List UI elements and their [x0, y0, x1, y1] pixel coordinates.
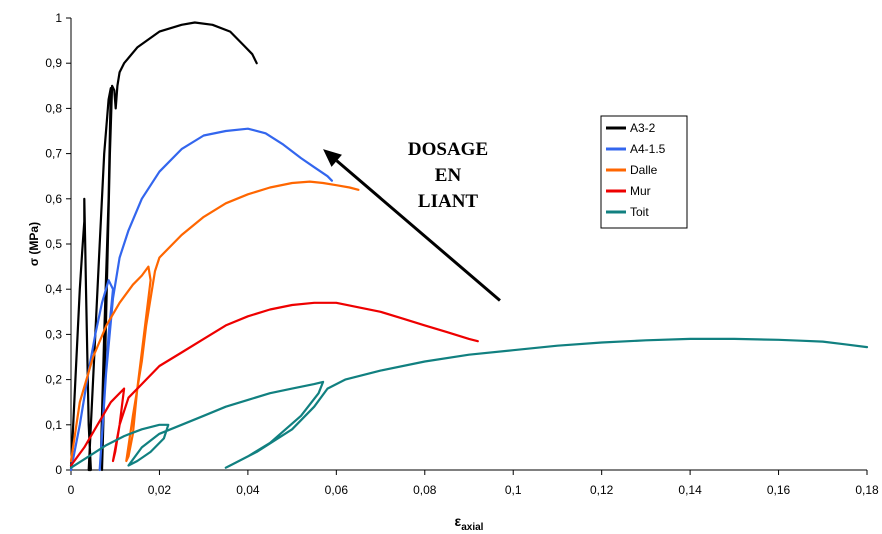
x-tick-label: 0,1 — [505, 483, 522, 497]
arrow-line — [335, 159, 501, 302]
series-line-dalle — [69, 180, 360, 463]
series-line-mur — [69, 301, 479, 467]
legend-label: A4-1.5 — [630, 142, 666, 156]
y-tick-label: 0,4 — [45, 282, 62, 296]
legend-box — [600, 115, 688, 229]
legend-label: Mur — [630, 184, 651, 198]
x-axis-title: εaxial — [455, 513, 484, 533]
legend: A3-2 A4-1.5 Dalle Mur Toit — [600, 115, 688, 229]
y-tick-label: 0,3 — [45, 327, 62, 341]
x-axis-title-main: ε — [455, 513, 462, 529]
y-tick-label: 0,9 — [45, 56, 62, 70]
arrow-head — [323, 149, 342, 167]
y-tick-label: 0,8 — [45, 101, 62, 115]
dosage-annotation: DOSAGE EN LIANT — [323, 139, 501, 302]
legend-label: A3-2 — [630, 121, 656, 135]
x-tick-label: 0,08 — [413, 483, 437, 497]
y-tick-label: 0,6 — [45, 192, 62, 206]
x-tick-label: 0,04 — [236, 483, 260, 497]
y-tick-label: 0,1 — [45, 418, 62, 432]
y-tick-label: 0,7 — [45, 147, 62, 161]
x-tick-label: 0 — [68, 483, 75, 497]
y-axis-title: σ (MPa) — [27, 222, 41, 266]
y-tick-label: 1 — [55, 11, 62, 25]
x-axis-title-subscript: axial — [461, 522, 483, 533]
x-tick-label: 0,12 — [590, 483, 614, 497]
annotation-line-3: LIANT — [418, 191, 479, 212]
x-tick-label: 0,02 — [148, 483, 172, 497]
annotation-line-2: EN — [435, 165, 462, 186]
legend-label: Toit — [630, 205, 649, 219]
y-tick-label: 0,5 — [45, 237, 62, 251]
legend-label: Dalle — [630, 163, 658, 177]
x-tick-label: 0,16 — [767, 483, 791, 497]
plot-area — [70, 18, 867, 471]
x-tick-label: 0,06 — [325, 483, 349, 497]
series-line-a3-2 — [69, 21, 258, 472]
series-line-toit — [69, 337, 869, 469]
annotation-line-1: DOSAGE — [408, 139, 488, 160]
y-tick-label: 0 — [55, 463, 62, 477]
x-tick-label: 0,18 — [855, 483, 879, 497]
x-axis-ticks: 0 0,02 0,04 0,06 0,08 0,1 0,12 0,14 0,16 0,18 — [68, 470, 879, 497]
y-tick-label: 0,2 — [45, 373, 62, 387]
x-tick-label: 0,14 — [678, 483, 702, 497]
y-axis-ticks: 0 0,1 0,2 0,3 0,4 0,5 0,6 0,7 0,8 0,9 1 — [45, 11, 71, 477]
series-line-a4-1-5 — [69, 127, 333, 472]
series-lines — [69, 21, 869, 472]
